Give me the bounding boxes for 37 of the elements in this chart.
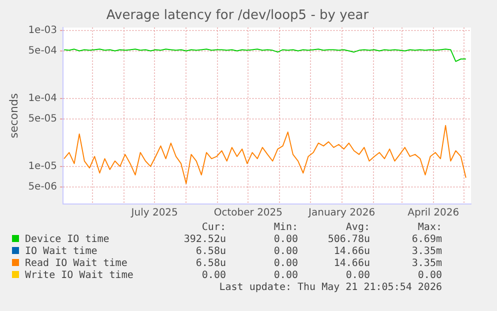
text: 0.00 <box>272 234 298 246</box>
text: 0.00 <box>416 270 442 282</box>
x-tick-label: January 2026 <box>308 208 376 219</box>
y-tick-label: 1e-03 <box>28 25 58 36</box>
legend-label: Device IO time <box>24 234 110 246</box>
legend-label: Write IO Wait time <box>24 270 134 282</box>
text: 6.58u <box>194 258 226 270</box>
text: 6.69m <box>410 234 442 246</box>
text: Max: <box>416 222 442 234</box>
text: 14.66u <box>332 258 370 270</box>
legend-label: Read IO Wait time <box>24 258 128 270</box>
chart-title: Average latency for /dev/loop5 - by year <box>106 8 370 24</box>
text: 3.35m <box>410 246 442 258</box>
text: Avg: <box>344 222 370 234</box>
text: 14.66u <box>332 246 370 258</box>
text: 0.00 <box>344 270 370 282</box>
text: Last update: Thu May 21 21:05:54 2026 <box>218 282 442 294</box>
text: Cur: <box>200 222 226 234</box>
text: 392.52u <box>182 234 226 246</box>
text: 3.35m <box>410 258 442 270</box>
text: 0.00 <box>272 258 298 270</box>
text: Min: <box>272 222 298 234</box>
legend-label: IO Wait time <box>24 246 98 258</box>
y-tick-label: 5e-04 <box>28 45 58 56</box>
text: 6.58u <box>194 246 226 258</box>
x-tick-label: July 2025 <box>130 208 178 219</box>
x-tick-label: April 2026 <box>408 208 460 219</box>
y-tick-label: 5e-05 <box>28 113 58 124</box>
y-axis-title: seconds <box>7 93 20 138</box>
text: 0.00 <box>272 270 298 282</box>
text: 506.78u <box>326 234 370 246</box>
y-tick-label: 5e-06 <box>28 181 58 192</box>
text: 0.00 <box>272 246 298 258</box>
text: 0.00 <box>200 270 226 282</box>
y-tick-label: 1e-05 <box>28 161 58 172</box>
x-tick-label: October 2025 <box>214 208 283 219</box>
y-tick-label: 1e-04 <box>28 93 58 104</box>
